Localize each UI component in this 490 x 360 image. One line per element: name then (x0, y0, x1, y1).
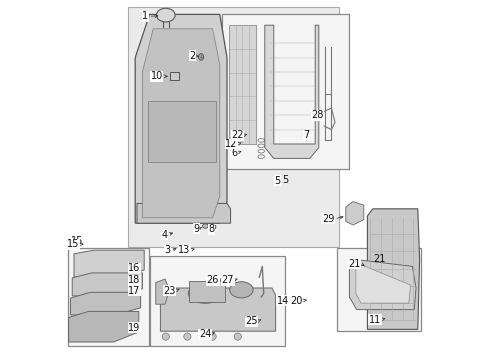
Text: 2: 2 (189, 51, 196, 61)
Polygon shape (135, 14, 227, 223)
Bar (221, 14, 349, 169)
Polygon shape (265, 25, 319, 158)
Ellipse shape (297, 298, 303, 303)
Bar (229, 25, 256, 144)
Text: 12: 12 (225, 139, 238, 149)
Text: 16: 16 (128, 263, 141, 273)
Ellipse shape (234, 333, 242, 340)
Ellipse shape (209, 333, 216, 340)
Text: 15: 15 (71, 235, 83, 246)
Polygon shape (72, 273, 143, 296)
Text: 17: 17 (128, 285, 141, 296)
Text: 22: 22 (231, 130, 244, 140)
Text: 1: 1 (143, 11, 148, 21)
Text: 20: 20 (290, 296, 303, 306)
Text: 15: 15 (67, 239, 79, 249)
Text: 10: 10 (150, 71, 163, 81)
Polygon shape (69, 311, 139, 342)
Text: 27: 27 (221, 275, 234, 285)
Polygon shape (356, 264, 411, 303)
Text: 5: 5 (282, 175, 289, 185)
Polygon shape (349, 259, 416, 310)
Text: 18: 18 (128, 275, 141, 285)
Bar (337, 248, 421, 331)
Polygon shape (156, 279, 170, 304)
Text: 23: 23 (164, 285, 176, 296)
Text: 21: 21 (348, 258, 360, 269)
Text: 9: 9 (193, 224, 199, 234)
Text: 13: 13 (178, 245, 190, 255)
Bar (68, 248, 148, 346)
Text: 4: 4 (162, 230, 168, 240)
Ellipse shape (162, 333, 170, 340)
Polygon shape (74, 250, 144, 277)
Text: 5: 5 (274, 176, 280, 186)
Text: 19: 19 (128, 323, 141, 333)
Polygon shape (143, 29, 220, 218)
Text: 14: 14 (277, 296, 289, 306)
Text: 24: 24 (199, 329, 211, 339)
Polygon shape (128, 7, 339, 247)
Text: 6: 6 (232, 148, 238, 158)
Bar (170, 72, 179, 80)
Ellipse shape (188, 284, 222, 303)
Ellipse shape (198, 54, 204, 60)
Polygon shape (137, 203, 231, 223)
Ellipse shape (184, 333, 191, 340)
Ellipse shape (156, 8, 175, 22)
Bar (149, 256, 285, 346)
Text: 21: 21 (373, 254, 385, 264)
Ellipse shape (202, 224, 208, 228)
Polygon shape (160, 288, 275, 331)
Text: 25: 25 (245, 316, 258, 326)
Text: 7: 7 (303, 130, 310, 140)
Polygon shape (368, 209, 419, 329)
Text: 11: 11 (369, 315, 381, 325)
Polygon shape (346, 202, 364, 225)
Text: 28: 28 (311, 110, 323, 120)
Bar (189, 281, 225, 302)
Text: 3: 3 (165, 245, 171, 255)
Text: 26: 26 (207, 275, 219, 285)
Polygon shape (148, 101, 216, 162)
Text: 29: 29 (322, 214, 334, 224)
Polygon shape (71, 292, 141, 315)
Ellipse shape (230, 282, 253, 298)
Ellipse shape (209, 224, 216, 229)
Text: 8: 8 (208, 224, 215, 234)
